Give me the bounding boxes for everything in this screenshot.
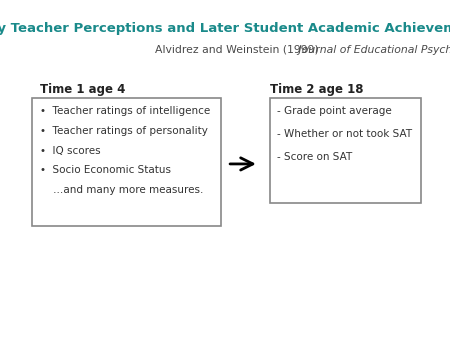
Text: •  Socio Economic Status: • Socio Economic Status: [40, 165, 171, 175]
Text: Alvidrez and Weinstein (1999): Alvidrez and Weinstein (1999): [155, 45, 323, 55]
Text: - Score on SAT: - Score on SAT: [277, 152, 352, 163]
Text: •  IQ scores: • IQ scores: [40, 146, 101, 156]
Text: Time 1 age 4: Time 1 age 4: [40, 83, 126, 96]
Text: - Grade point average: - Grade point average: [277, 106, 392, 117]
Text: •  Teacher ratings of intelligence: • Teacher ratings of intelligence: [40, 106, 211, 117]
Text: …and many more measures.: …and many more measures.: [40, 185, 204, 195]
Text: - Whether or not took SAT: - Whether or not took SAT: [277, 129, 412, 140]
Text: Early Teacher Perceptions and Later Student Academic Achievement: Early Teacher Perceptions and Later Stud…: [0, 22, 450, 35]
Text: •  Teacher ratings of personality: • Teacher ratings of personality: [40, 126, 208, 136]
Text: , p731-746.: , p731-746.: [155, 45, 450, 55]
Text: Journal of Educational Psychology: Journal of Educational Psychology: [155, 45, 450, 55]
Text: Time 2 age 18: Time 2 age 18: [270, 83, 364, 96]
